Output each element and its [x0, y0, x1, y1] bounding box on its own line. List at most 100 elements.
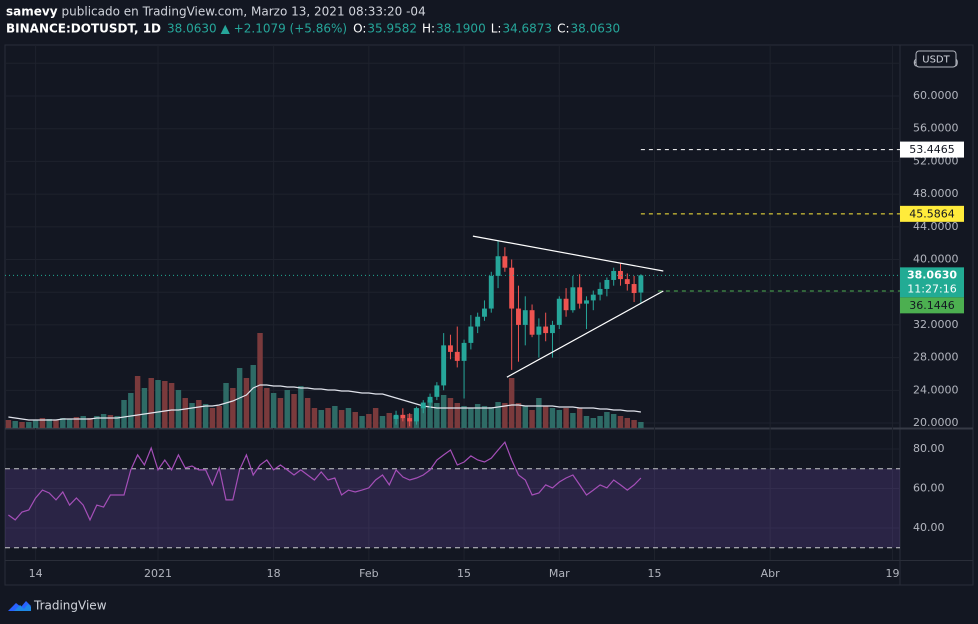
- volume-bar: [230, 388, 236, 428]
- candle-body: [502, 256, 508, 268]
- author: samevy: [6, 5, 58, 19]
- x-tick-label: Mar: [549, 567, 570, 580]
- currency-label: USDT: [922, 55, 950, 66]
- volume-bar: [474, 404, 481, 428]
- volume-bar: [563, 408, 569, 428]
- rsi-band: [5, 468, 900, 548]
- volume-bar: [5, 420, 12, 428]
- candle-body: [624, 279, 630, 285]
- volume-bar: [542, 406, 549, 428]
- volume-bar: [202, 404, 209, 428]
- volume-bar: [400, 418, 406, 428]
- volume-bar: [372, 408, 379, 428]
- volume-bar: [597, 416, 603, 428]
- candle-body: [495, 256, 501, 276]
- candle-body: [393, 414, 399, 419]
- candle-body: [631, 284, 637, 294]
- candle-body: [427, 396, 433, 403]
- volume-bar: [87, 418, 93, 428]
- volume-bar: [468, 408, 474, 428]
- volume-bar: [576, 408, 583, 428]
- volume-bar: [508, 378, 515, 428]
- volume-ma-line: [8, 384, 641, 421]
- volume-bar: [270, 393, 277, 428]
- candle-body: [570, 287, 576, 311]
- volume-bar: [304, 398, 311, 428]
- volume-bar: [134, 376, 141, 428]
- candle-body: [638, 275, 644, 293]
- level-label: 53.4465: [909, 143, 955, 156]
- ohlc-key: H:: [422, 22, 435, 36]
- x-tick-label: 14: [29, 567, 43, 580]
- volume-bar: [481, 406, 488, 428]
- volume-bar: [209, 408, 216, 428]
- candle-body: [550, 324, 555, 334]
- volume-bar: [624, 418, 631, 428]
- candle-body: [407, 418, 413, 422]
- y-tick-label: 20.0000: [913, 416, 959, 429]
- rsi-pane: [5, 440, 900, 549]
- volume-bar: [570, 413, 576, 428]
- level-box: [900, 297, 964, 314]
- volume-bar: [617, 416, 624, 428]
- level-box: [900, 141, 964, 158]
- y-tick-label: 44.0000: [913, 220, 959, 233]
- volume-bar: [440, 395, 447, 428]
- volume-bar: [46, 419, 52, 428]
- volume-bar: [94, 416, 100, 428]
- y-tick-label: 28.0000: [913, 351, 959, 364]
- y-tick-label: 48.0000: [913, 187, 959, 200]
- price-pane: [5, 149, 900, 428]
- candle-body: [577, 287, 583, 304]
- volume-bar: [427, 400, 433, 428]
- x-tick-label: 2021: [144, 567, 172, 580]
- volume-bar: [257, 333, 263, 428]
- volume-bar: [352, 412, 358, 428]
- volume-bar: [100, 414, 107, 428]
- candle-body: [414, 408, 419, 422]
- volume-bar: [148, 378, 154, 428]
- candle-body: [597, 288, 603, 295]
- volume-bar: [420, 406, 426, 428]
- candle-body: [618, 270, 623, 280]
- volume-bar: [168, 383, 175, 428]
- candle-body: [522, 310, 528, 325]
- ohlc-value: 38.0630: [570, 22, 620, 36]
- trend-line: [506, 290, 664, 378]
- volume-bar: [325, 408, 331, 428]
- volume-bar: [80, 416, 86, 428]
- candle-body: [556, 298, 562, 325]
- volume-bar: [250, 365, 256, 428]
- volume-bar: [638, 422, 644, 428]
- volume-bar: [610, 414, 617, 428]
- ohlc-key: O:: [353, 22, 366, 36]
- volume-bar: [162, 381, 168, 428]
- header: samevy publicado en TradingView.com, Marz…: [6, 5, 620, 36]
- y-tick-label: 40.0000: [913, 253, 959, 266]
- chart-frame: [4, 44, 974, 586]
- y-tick-label: 32.0000: [913, 318, 959, 331]
- volume-bar: [66, 419, 73, 428]
- volume-bar: [196, 400, 202, 428]
- volume-bar: [318, 410, 324, 428]
- candle-body: [509, 267, 515, 309]
- volume-bar: [19, 422, 25, 428]
- volume-bar: [291, 394, 297, 428]
- grid: [5, 45, 900, 560]
- footer-brand: TradingView: [33, 599, 107, 613]
- y-tick-label: 24.0000: [913, 383, 959, 396]
- level-label: 36.1446: [909, 299, 955, 312]
- volume-bar: [311, 408, 318, 428]
- footer-logo: TradingView: [8, 599, 107, 613]
- currency-badge[interactable]: USDT: [915, 50, 957, 68]
- rsi-tick-label: 80.00: [913, 442, 945, 455]
- candle-body: [604, 279, 610, 289]
- volume-bar: [522, 406, 528, 428]
- rsi-line: [8, 440, 642, 522]
- volume-bar: [223, 383, 229, 428]
- volume-bar: [604, 412, 610, 428]
- volume-bar: [141, 388, 148, 428]
